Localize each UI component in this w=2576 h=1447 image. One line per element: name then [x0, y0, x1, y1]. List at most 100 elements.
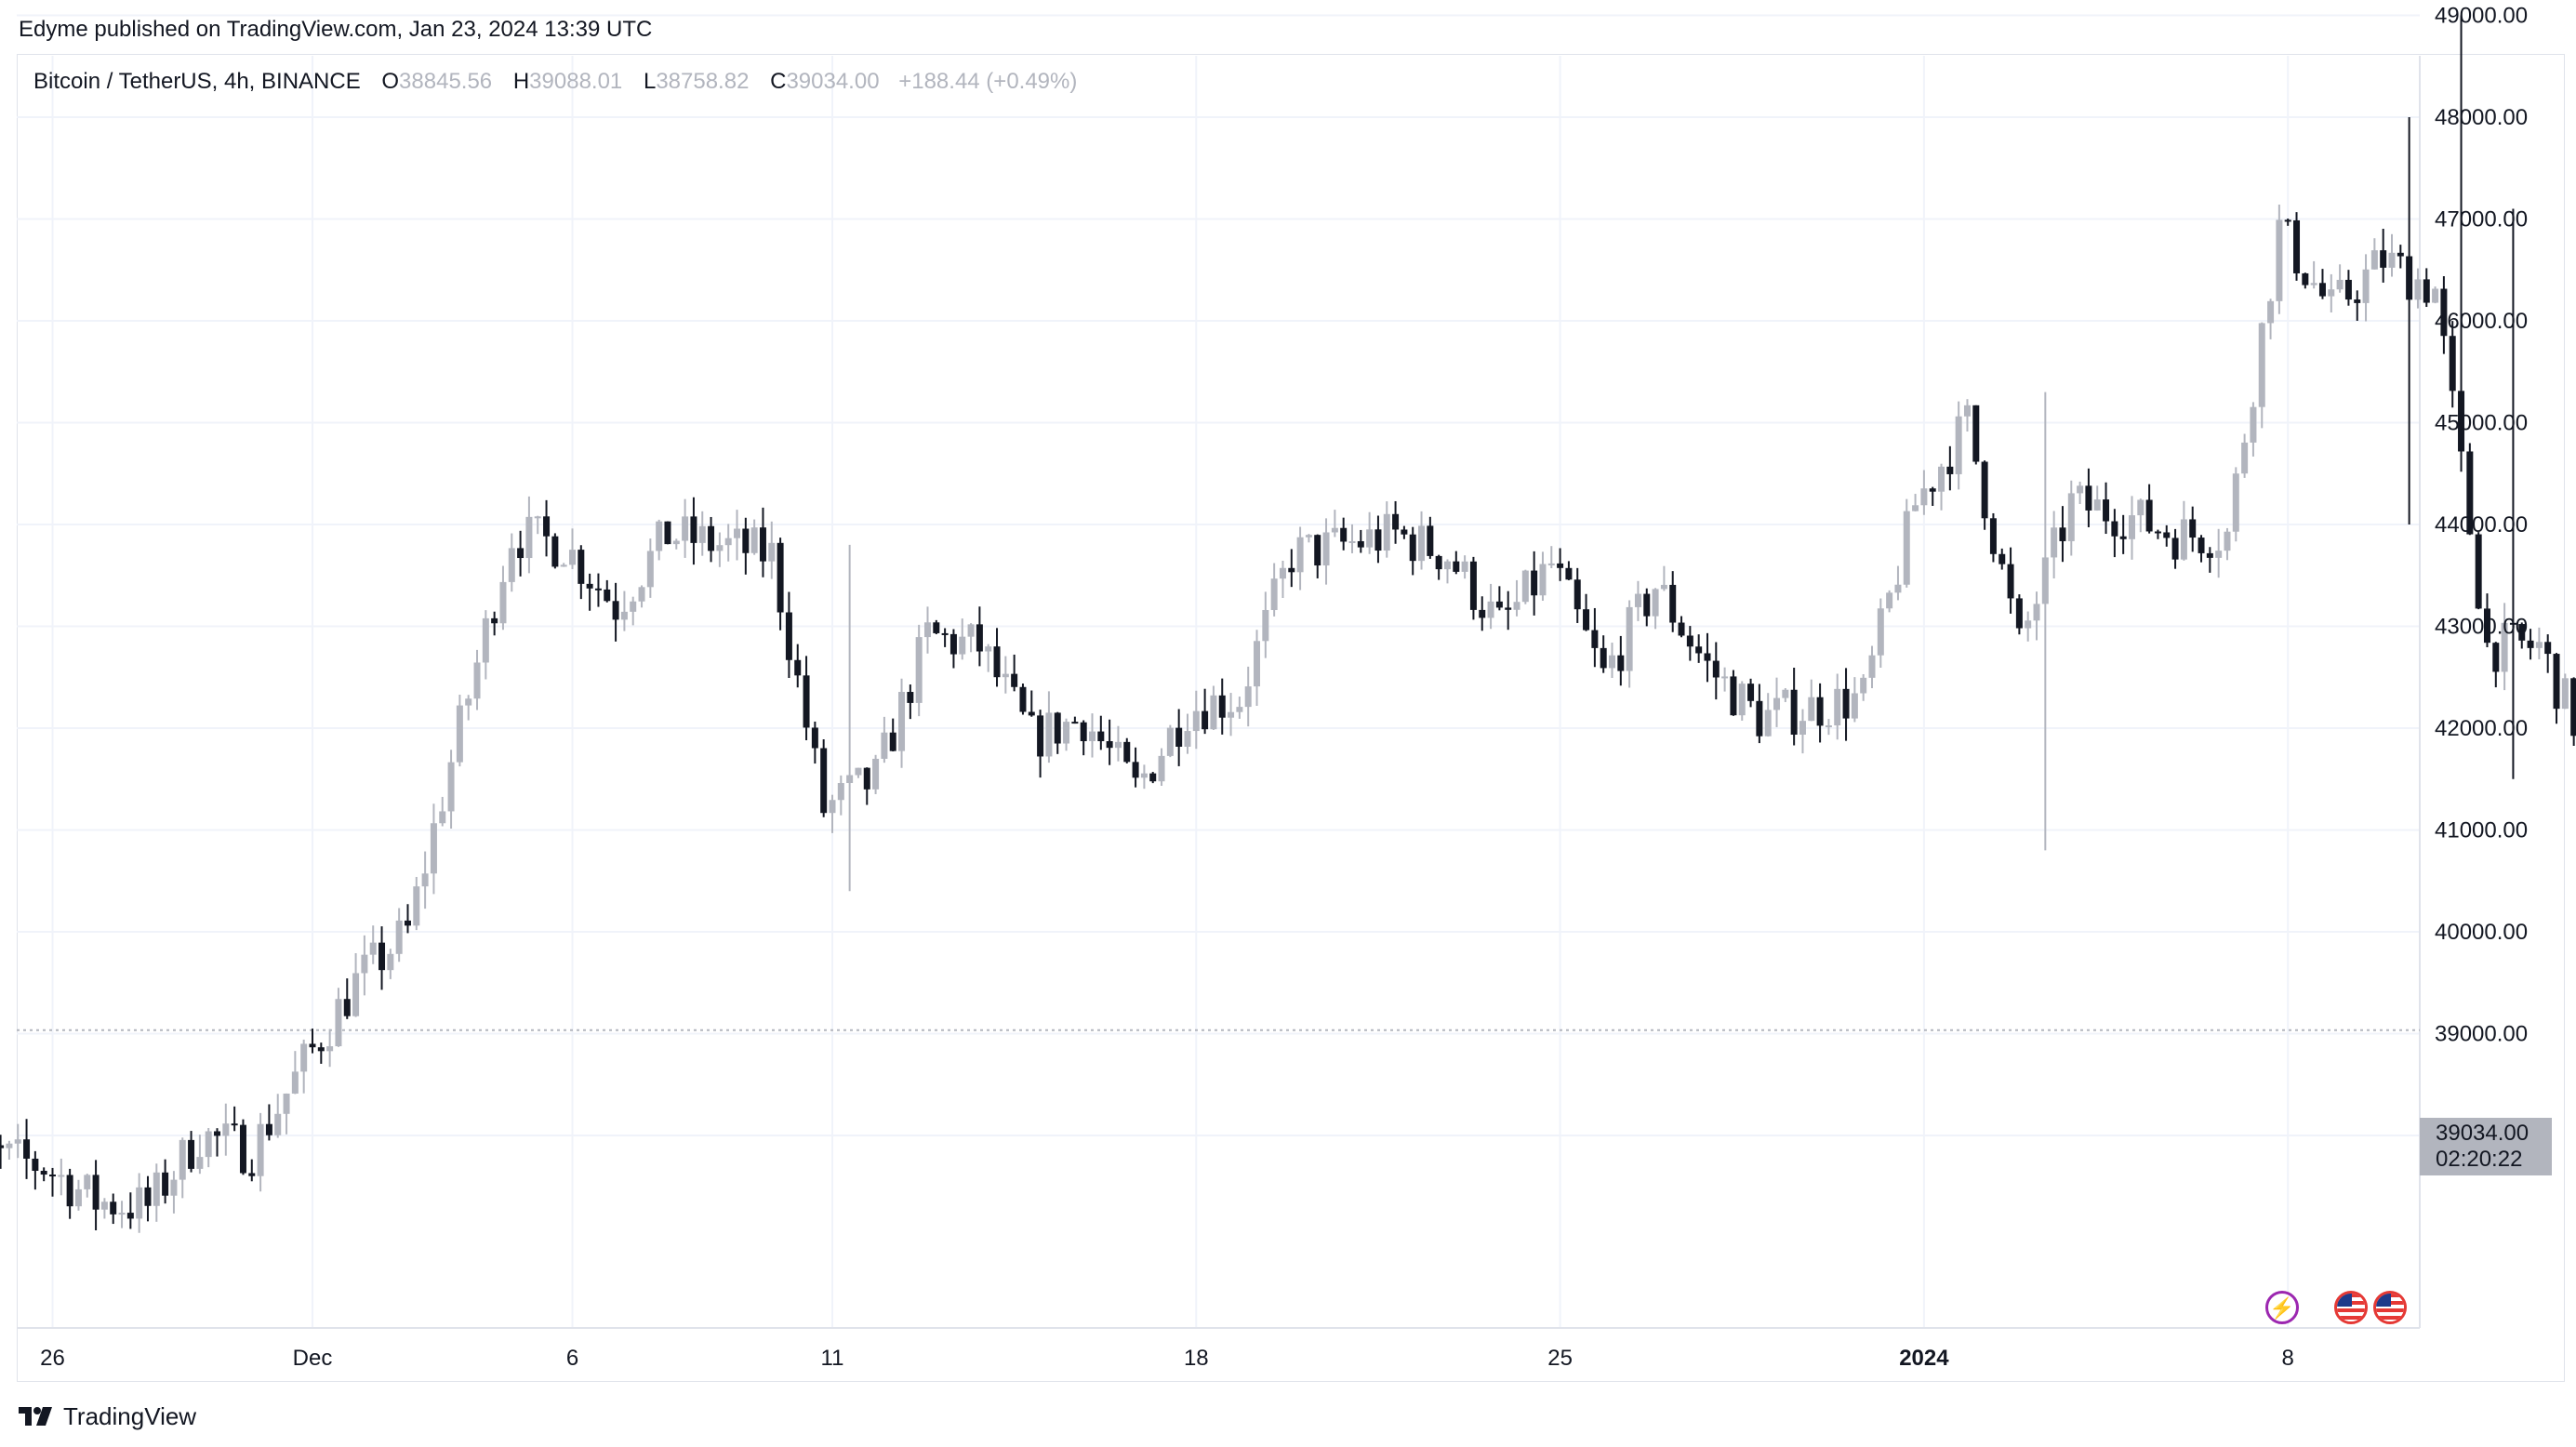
candle-body: [586, 583, 593, 589]
candle-body: [976, 624, 983, 652]
candle-body: [1989, 518, 1997, 554]
candle-body: [1825, 725, 1832, 728]
candle-body: [1236, 707, 1243, 712]
grid: [17, 14, 2421, 1329]
tradingview-logo[interactable]: TradingView: [19, 1401, 196, 1432]
bar-countdown: 02:20:22: [2436, 1147, 2523, 1172]
candle-body: [1790, 689, 1798, 736]
candle-body: [2129, 515, 2135, 539]
candle-body: [74, 1188, 82, 1207]
candle-body: [2466, 451, 2474, 535]
candle-body: [708, 525, 715, 551]
candle-body: [1202, 710, 1209, 730]
candle-body: [2163, 532, 2171, 538]
candle-body: [2449, 336, 2456, 392]
us-flag-icon[interactable]: [2334, 1291, 2368, 1324]
us-flag-icon[interactable]: [2373, 1291, 2407, 1324]
symbol-name[interactable]: Bitcoin / TetherUS, 4h, BINANCE: [33, 69, 361, 94]
candle-body: [1747, 684, 1755, 701]
candle-body: [2276, 219, 2283, 301]
candle-body: [855, 767, 862, 776]
candle-body: [1591, 630, 1599, 648]
candle-body: [1946, 466, 1954, 474]
candle-body: [1166, 727, 1174, 756]
candle-body: [1366, 529, 1374, 548]
candle-body: [6, 1143, 13, 1148]
candle-body: [1981, 461, 1988, 519]
candle-body: [1184, 731, 1191, 747]
candle-body: [1461, 561, 1468, 572]
candle-body: [14, 1139, 21, 1144]
candle-body: [2406, 256, 2413, 300]
candle-body: [1643, 593, 1651, 617]
candle-body: [1089, 731, 1095, 741]
candle-body: [534, 516, 541, 519]
candle-body: [2318, 283, 2326, 297]
candle-body: [1149, 773, 1157, 782]
candle-body: [136, 1187, 143, 1219]
candle-body: [750, 527, 758, 553]
candle-body: [1712, 660, 1720, 678]
candle-body: [309, 1043, 316, 1048]
candle-body: [2293, 219, 2301, 273]
candle-body: [2518, 624, 2526, 641]
candle-body: [1054, 712, 1061, 744]
candle-body: [1851, 693, 1858, 719]
candle-body: [1557, 563, 1564, 568]
candle-body: [404, 920, 411, 926]
candle-body: [2267, 300, 2275, 324]
candle-body: [1704, 653, 1711, 661]
candle-body: [413, 886, 420, 926]
candle-body: [517, 548, 524, 559]
candle-body: [508, 548, 515, 582]
candle-body: [1816, 697, 1824, 726]
candle-body: [1383, 513, 1390, 551]
candle-body: [1617, 655, 1625, 671]
x-tick-label: 2024: [1899, 1346, 1949, 1371]
candle-body: [1877, 608, 1884, 656]
candle-body: [993, 646, 1001, 678]
candle-body: [222, 1123, 230, 1136]
candle-body: [2180, 519, 2187, 560]
candle-body: [949, 633, 957, 655]
candle-body: [58, 1175, 65, 1177]
candle-body: [967, 624, 975, 637]
y-tick-label: 48000.00: [2435, 105, 2528, 130]
candle-body: [248, 1173, 256, 1176]
lightning-icon[interactable]: ⚡: [2265, 1291, 2299, 1324]
candle-body: [2483, 608, 2490, 644]
candle-body: [1860, 677, 1867, 694]
candle-body: [23, 1139, 31, 1159]
candle-body: [907, 692, 914, 703]
candle-body: [1409, 534, 1416, 562]
symbol-legend: Bitcoin / TetherUS, 4h, BINANCE O38845.5…: [33, 69, 1077, 95]
candle-body: [1288, 567, 1295, 573]
candle-body: [1600, 647, 1607, 669]
candle-body: [1912, 505, 1919, 511]
change-value: +188.44 (+0.49%): [898, 69, 1078, 94]
candle-body: [2458, 391, 2465, 452]
candle-body: [604, 589, 611, 602]
candle-body: [1842, 688, 1850, 719]
candle-body: [612, 601, 619, 620]
x-tick-label: 8: [2282, 1346, 2294, 1371]
candle-body: [690, 516, 697, 543]
candle-body: [578, 550, 585, 584]
candle-body: [2501, 622, 2508, 672]
candle-body: [1955, 416, 1962, 474]
candle-body: [2232, 473, 2239, 532]
candle-body: [352, 973, 360, 1016]
candle-body: [1071, 722, 1079, 724]
candle-body: [1903, 511, 1910, 585]
candle-body: [2145, 499, 2153, 532]
candle-body: [283, 1093, 290, 1114]
candle-body: [1392, 513, 1400, 530]
candle-body: [1011, 673, 1018, 687]
candle-body: [1314, 535, 1321, 566]
candle-body: [2397, 252, 2404, 257]
candle-body: [941, 632, 949, 635]
candle-body: [421, 873, 429, 887]
candle-body: [1210, 695, 1217, 730]
candle-body: [525, 516, 533, 559]
